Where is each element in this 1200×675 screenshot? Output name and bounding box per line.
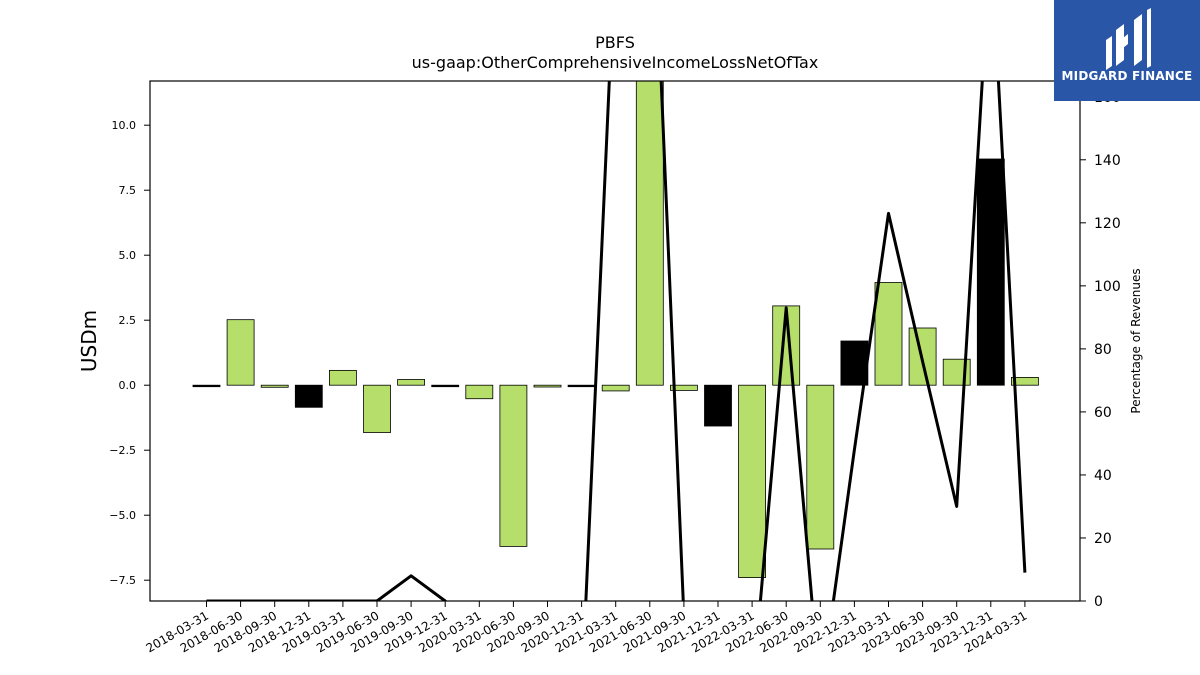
- y2-tick-label: 20: [1094, 531, 1112, 547]
- bars: [192, 81, 1039, 579]
- bar-2022-06-30: [772, 305, 801, 386]
- bar-2021-06-30: [635, 81, 664, 386]
- chart-title: PBFS: [595, 33, 635, 52]
- bar-2018-12-31: [294, 384, 323, 408]
- logo-mark-icon: [1106, 8, 1151, 70]
- bar-2020-09-30: [533, 384, 562, 388]
- bar-2020-06-30: [499, 384, 528, 547]
- y-tick-label: 10.0: [112, 119, 137, 132]
- y-tick-label: 7.5: [119, 184, 137, 197]
- bar-2023-12-31: [976, 158, 1005, 386]
- y-tick-label: 2.5: [119, 314, 137, 327]
- y-tick-label: −2.5: [109, 444, 136, 457]
- y2-tick-label: 60: [1094, 405, 1112, 421]
- lines: [206, 81, 1027, 601]
- bar-2019-12-31: [431, 384, 460, 388]
- y2-tick-label: 80: [1094, 342, 1112, 358]
- bar-2022-03-31: [738, 384, 766, 579]
- bar-2018-09-30: [260, 384, 289, 388]
- y-tick-label: 0.0: [119, 379, 137, 392]
- bar-2020-12-31: [567, 384, 596, 388]
- bar-2019-03-31: [328, 369, 357, 386]
- y2-tick-label: 0: [1094, 594, 1103, 610]
- y-tick-label: 5.0: [119, 249, 137, 262]
- y-axis-label: USDm: [77, 310, 101, 372]
- bar-2019-09-30: [397, 379, 426, 386]
- bar-2024-03-31: [1011, 376, 1039, 386]
- y2-tick-label: 120: [1094, 216, 1121, 232]
- bar-2020-03-31: [465, 384, 494, 400]
- bar-2021-09-30: [670, 384, 698, 391]
- y2-tick-label: 140: [1094, 153, 1121, 169]
- bar-2022-09-30: [806, 384, 835, 550]
- y2-tick-label: 100: [1094, 279, 1121, 295]
- y-tick-label: −5.0: [109, 509, 136, 522]
- bar-2023-03-31: [874, 282, 903, 386]
- y2-axis-label: Percentage of Revenues: [1129, 268, 1143, 413]
- bar-2021-03-31: [601, 384, 630, 392]
- bar-2019-06-30: [363, 384, 391, 433]
- bar-2021-12-31: [704, 384, 732, 427]
- chart-subtitle: us-gaap:OtherComprehensiveIncomeLossNetO…: [412, 53, 819, 72]
- bar-2018-06-30: [226, 319, 255, 386]
- logo-text: MIDGARD FINANCE: [1061, 69, 1193, 83]
- percentage-of-revenues-line: [206, 81, 1027, 601]
- plot-frame: [149, 80, 1081, 602]
- bar-2018-03-31: [192, 384, 221, 388]
- logo: MIDGARD FINANCE: [1054, 0, 1200, 101]
- y2-tick-label: 40: [1094, 468, 1112, 484]
- y-tick-label: −7.5: [109, 574, 136, 587]
